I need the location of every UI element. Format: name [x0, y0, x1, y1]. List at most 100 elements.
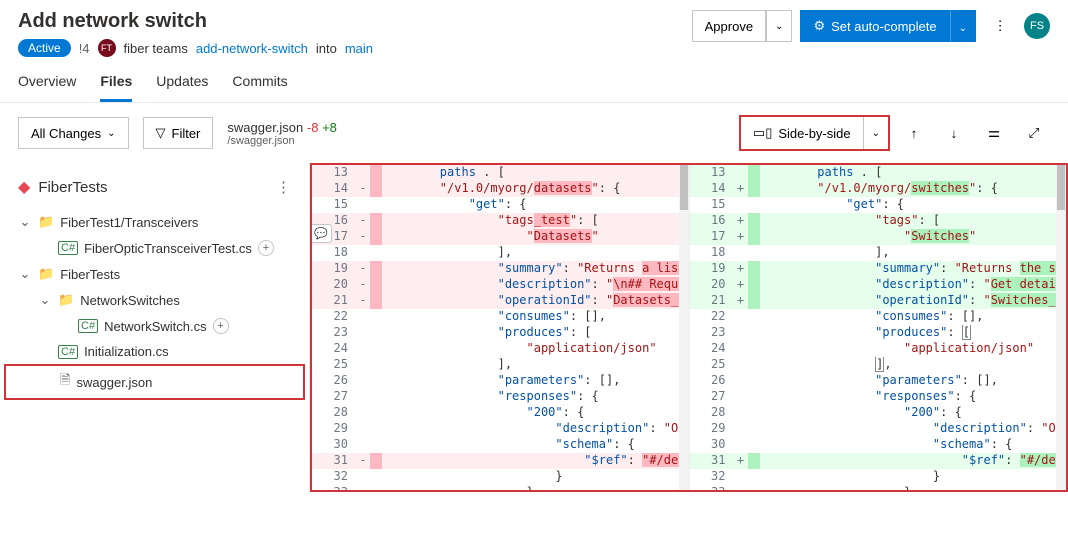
- view-mode-dropdown[interactable]: ⌄: [863, 117, 888, 149]
- deletions-count: -8: [307, 120, 319, 135]
- scrollbar[interactable]: [679, 165, 689, 490]
- scrollbar[interactable]: [1056, 165, 1066, 490]
- diff-line[interactable]: 20- "description": "\n## Required: [312, 277, 689, 293]
- diff-line[interactable]: 23 "produces": [: [312, 325, 689, 341]
- diff-line[interactable]: 23 "produces": [: [690, 325, 1067, 341]
- pr-meta: Active !4 FT fiber teams add-network-swi…: [18, 39, 373, 57]
- tree-item[interactable]: C#FiberOpticTransceiverTest.cs +: [4, 235, 305, 261]
- user-avatar[interactable]: FS: [1024, 13, 1050, 39]
- diff-line[interactable]: 15 "get": {: [690, 197, 1067, 213]
- diff-line[interactable]: 21+ "operationId": "Switches_GetSw: [690, 293, 1067, 309]
- diff-line[interactable]: 26 "parameters": [],: [312, 373, 689, 389]
- more-icon[interactable]: ⋮: [276, 178, 291, 196]
- tab-files[interactable]: Files: [100, 63, 132, 102]
- tab-commits[interactable]: Commits: [232, 63, 287, 102]
- filter-icon: ▽: [156, 125, 166, 141]
- repo-icon: ◆: [18, 177, 30, 197]
- tree-item[interactable]: C#NetworkSwitch.cs +: [4, 313, 305, 339]
- all-changes-label: All Changes: [31, 126, 101, 141]
- tree-item[interactable]: 🗎swagger.json: [4, 364, 305, 400]
- diff-line[interactable]: 16+ "tags": [: [690, 213, 1067, 229]
- diff-line[interactable]: 17- "Datasets": [312, 229, 689, 245]
- view-mode-button[interactable]: ▭▯ Side-by-side: [741, 117, 863, 149]
- tree-item[interactable]: ⌄📁FiberTests: [4, 261, 305, 287]
- tab-updates[interactable]: Updates: [156, 63, 208, 102]
- approve-button[interactable]: Approve: [692, 10, 766, 42]
- tree-label: Initialization.cs: [84, 344, 169, 359]
- diff-line[interactable]: 24 "application/json": [312, 341, 689, 357]
- diff-line[interactable]: 17+ "Switches": [690, 229, 1067, 245]
- diff-line[interactable]: 24 "application/json": [690, 341, 1067, 357]
- autocomplete-group: ⚙Set auto-complete ⌄: [800, 10, 976, 42]
- folder-icon: 📁: [38, 214, 54, 230]
- diff-line[interactable]: 33 }: [312, 485, 689, 490]
- team-avatar: FT: [98, 39, 116, 57]
- target-branch-link[interactable]: main: [345, 41, 373, 56]
- next-diff-button[interactable]: ↓: [938, 117, 970, 149]
- diff-viewer: 💬 13 paths . [14- "/v1.0/myorg/datasets"…: [310, 163, 1068, 492]
- settings-button[interactable]: ⚌: [978, 117, 1010, 149]
- tree-label: swagger.json: [76, 375, 152, 390]
- diff-line[interactable]: 28 "200": {: [312, 405, 689, 421]
- tree-item[interactable]: ⌄📁NetworkSwitches: [4, 287, 305, 313]
- diff-line[interactable]: 30 "schema": {: [690, 437, 1067, 453]
- page-header: Add network switch Active !4 FT fiber te…: [0, 0, 1068, 63]
- toolbar-left: All Changes ⌄ ▽ Filter swagger.json -8 +…: [18, 117, 725, 149]
- diff-pane-right[interactable]: 13 paths . [14+ "/v1.0/myorg/switches": …: [690, 165, 1067, 490]
- diff-line[interactable]: 14+ "/v1.0/myorg/switches": {: [690, 181, 1067, 197]
- diff-line[interactable]: 19+ "summary": "Returns the select: [690, 261, 1067, 277]
- more-button[interactable]: ⋮: [984, 10, 1016, 42]
- diff-line[interactable]: 30 "schema": {: [312, 437, 689, 453]
- tree-item[interactable]: ⌄📁FiberTest1/Transceivers: [4, 209, 305, 235]
- source-branch-link[interactable]: add-network-switch: [196, 41, 308, 56]
- expand-icon: ⤢: [1029, 125, 1040, 141]
- approve-dropdown[interactable]: ⌄: [766, 10, 792, 42]
- tree-item[interactable]: C#Initialization.cs: [4, 339, 305, 364]
- diff-line[interactable]: 19- "summary": "Returns a list of: [312, 261, 689, 277]
- diff-line[interactable]: 31+ "$ref": "#/definit: [690, 453, 1067, 469]
- diff-line[interactable]: 21- "operationId": "Datasets_GetD: [312, 293, 689, 309]
- diff-line[interactable]: 32 }: [690, 469, 1067, 485]
- diff-line[interactable]: 27 "responses": {: [690, 389, 1067, 405]
- prev-diff-button[interactable]: ↑: [898, 117, 930, 149]
- diff-line[interactable]: 29 "description": "OK",: [312, 421, 689, 437]
- diff-line[interactable]: 25 ],: [312, 357, 689, 373]
- auto-complete-button[interactable]: ⚙Set auto-complete: [800, 10, 949, 42]
- filter-button[interactable]: ▽ Filter: [143, 117, 214, 149]
- fullscreen-button[interactable]: ⤢: [1018, 117, 1050, 149]
- diff-line[interactable]: 29 "description": "OK",: [690, 421, 1067, 437]
- diff-line[interactable]: 31- "$ref": "#/definit: [312, 453, 689, 469]
- diff-line[interactable]: 13 paths . [: [690, 165, 1067, 181]
- tree-label: NetworkSwitches: [80, 293, 180, 308]
- diff-line[interactable]: 18 ],: [690, 245, 1067, 261]
- diff-line[interactable]: 28 "200": {: [690, 405, 1067, 421]
- diff-line[interactable]: 14- "/v1.0/myorg/datasets": {: [312, 181, 689, 197]
- tree-label: FiberOpticTransceiverTest.cs: [84, 241, 252, 256]
- auto-complete-dropdown[interactable]: ⌄: [950, 10, 976, 42]
- layout-icon: ▭▯: [753, 125, 772, 141]
- add-badge: +: [258, 240, 274, 256]
- diff-line[interactable]: 32 }: [312, 469, 689, 485]
- diff-line[interactable]: 16- "tags_test": [: [312, 213, 689, 229]
- repo-row[interactable]: ◆ FiberTests ⋮: [4, 171, 305, 203]
- all-changes-dropdown[interactable]: All Changes ⌄: [18, 117, 129, 149]
- chevron-down-icon: ⌄: [959, 23, 967, 34]
- tab-overview[interactable]: Overview: [18, 63, 76, 102]
- diff-line[interactable]: 18 ],: [312, 245, 689, 261]
- diff-line[interactable]: 22 "consumes": [],: [690, 309, 1067, 325]
- diff-line[interactable]: 25 ],: [690, 357, 1067, 373]
- diff-line[interactable]: 20+ "description": "Get detailed s: [690, 277, 1067, 293]
- diff-pane-left[interactable]: 13 paths . [14- "/v1.0/myorg/datasets": …: [312, 165, 690, 490]
- tree-label: NetworkSwitch.cs: [104, 319, 207, 334]
- gear-icon: ⚙: [813, 18, 825, 34]
- chevron-down-icon: ⌄: [872, 128, 880, 139]
- diff-line[interactable]: 26 "parameters": [],: [690, 373, 1067, 389]
- approve-group: Approve ⌄: [692, 10, 793, 42]
- diff-line[interactable]: 27 "responses": {: [312, 389, 689, 405]
- header-left: Add network switch Active !4 FT fiber te…: [18, 10, 373, 57]
- diff-line[interactable]: 15 "get": {: [312, 197, 689, 213]
- diff-line[interactable]: 33 }: [690, 485, 1067, 490]
- diff-line[interactable]: 22 "consumes": [],: [312, 309, 689, 325]
- diff-line[interactable]: 13 paths . [: [312, 165, 689, 181]
- comment-icon[interactable]: 💬: [310, 224, 332, 243]
